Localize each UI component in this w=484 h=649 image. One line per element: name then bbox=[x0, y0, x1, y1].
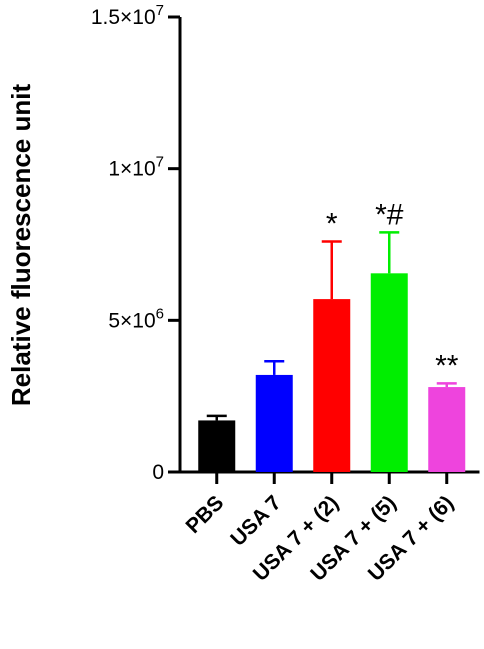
error-bar bbox=[436, 382, 457, 388]
y-tick-label: 0 bbox=[152, 461, 164, 484]
bar bbox=[255, 374, 293, 472]
error-bar bbox=[264, 360, 285, 375]
significance-label: *# bbox=[375, 198, 404, 231]
category-label: PBS bbox=[181, 491, 228, 538]
bars bbox=[198, 273, 466, 472]
significance-annotations: * *# ** bbox=[326, 198, 459, 382]
significance-label: * bbox=[326, 207, 338, 240]
error-bar bbox=[321, 240, 342, 300]
error-bars bbox=[206, 231, 457, 421]
y-tick-label: 1.5×107 bbox=[91, 2, 164, 29]
significance-label: ** bbox=[435, 349, 459, 382]
bar bbox=[198, 420, 236, 472]
y-axis-label: Relative fluorescence unit bbox=[6, 84, 36, 407]
x-axis bbox=[178, 470, 480, 484]
y-tick-label: 1×107 bbox=[108, 154, 164, 181]
bar bbox=[428, 387, 466, 472]
y-axis: 0 5×106 1×107 1.5×107 bbox=[91, 2, 182, 484]
error-bar bbox=[206, 414, 227, 421]
bar bbox=[313, 299, 351, 472]
error-bar bbox=[379, 231, 400, 274]
bar bbox=[370, 273, 408, 472]
y-tick-label: 5×106 bbox=[108, 305, 164, 332]
